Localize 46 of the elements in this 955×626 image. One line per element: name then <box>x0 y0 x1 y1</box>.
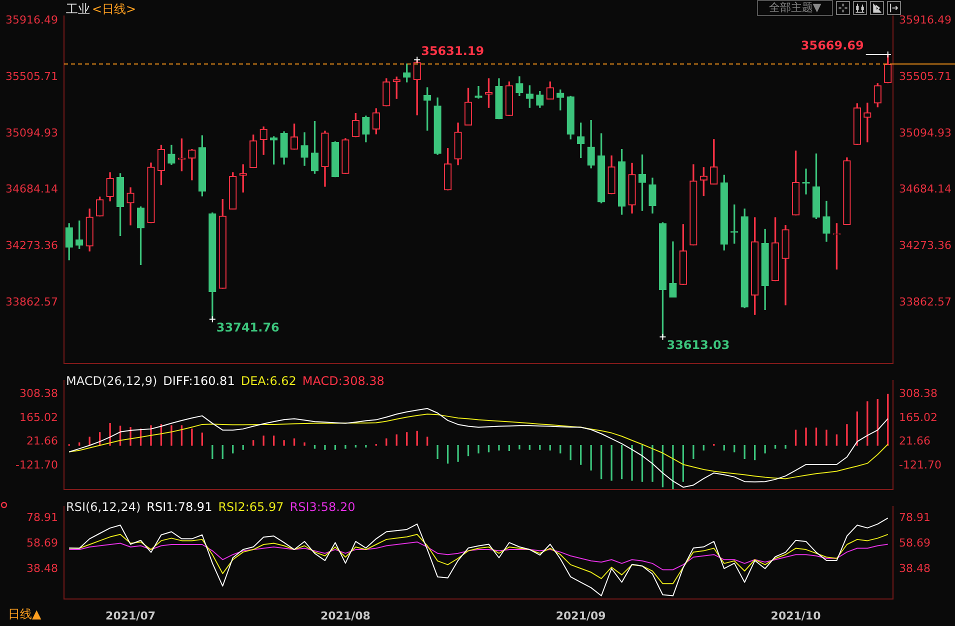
y2-tick-label: 35094.93 <box>899 126 952 140</box>
y-tick-label: 78.91 <box>26 510 58 524</box>
y2-tick-label: 35916.49 <box>899 13 952 26</box>
annotation: 35669.69 <box>800 38 864 53</box>
text: RSI2:65.97 <box>218 500 284 514</box>
y-tick-label: 35505.71 <box>6 70 58 83</box>
y-tick-label: 21.66 <box>26 434 58 448</box>
text: RSI3:58.20 <box>290 500 356 514</box>
y-tick-label: 35916.49 <box>6 13 58 26</box>
y2-tick-label: 78.91 <box>899 510 930 524</box>
chart-subtitle: <日线> <box>92 2 136 16</box>
y-tick-label: -121.70 <box>16 458 58 472</box>
y2-tick-label: 165.02 <box>899 410 938 424</box>
y2-tick-label: 33862.57 <box>899 295 952 308</box>
text: 全部主题▼ <box>757 0 833 16</box>
y-tick-label: 34684.14 <box>6 182 58 196</box>
y2-tick-label: 21.66 <box>899 434 930 448</box>
x-tick-label: 2021/10 <box>770 609 822 622</box>
y-tick-label: 58.69 <box>26 536 58 550</box>
x-tick-label: 2021/07 <box>106 609 156 622</box>
y-tick-label: 308.38 <box>20 387 58 400</box>
series-label: RSI1:78.91 <box>146 500 212 514</box>
y-tick-label: 34273.36 <box>6 239 58 252</box>
y2-tick-label: 34684.14 <box>899 182 952 196</box>
y-tick-label: 165.02 <box>20 410 58 424</box>
y2-tick-label: 34273.36 <box>899 239 952 252</box>
y2-tick-label: 35505.71 <box>899 70 952 83</box>
text: DIFF:160.81 <box>163 374 235 388</box>
text: MACD:308.38 <box>302 374 384 388</box>
y2-tick-label: -121.70 <box>899 458 942 472</box>
text: 日线▲ <box>8 606 42 623</box>
annotation: 33613.03 <box>666 338 730 352</box>
chart-title: MACD(26,12,9) <box>66 374 158 388</box>
y2-tick-label: 38.48 <box>899 562 930 576</box>
y-tick-label: 35094.93 <box>6 126 58 140</box>
x-tick-label: 2021/09 <box>556 609 606 622</box>
chart-title: RSI(6,12,24) <box>66 500 141 514</box>
y-tick-label: 38.48 <box>26 562 58 576</box>
annotation: 33741.76 <box>216 320 280 334</box>
annotation: 35631.19 <box>421 44 484 58</box>
text: DEA:6.62 <box>240 374 296 388</box>
y-tick-label: 33862.57 <box>6 295 58 308</box>
y2-tick-label: 58.69 <box>899 536 930 550</box>
y2-tick-label: 308.38 <box>899 387 938 400</box>
chart-title: 工业 <box>66 2 90 16</box>
x-tick-label: 2021/08 <box>320 609 370 622</box>
